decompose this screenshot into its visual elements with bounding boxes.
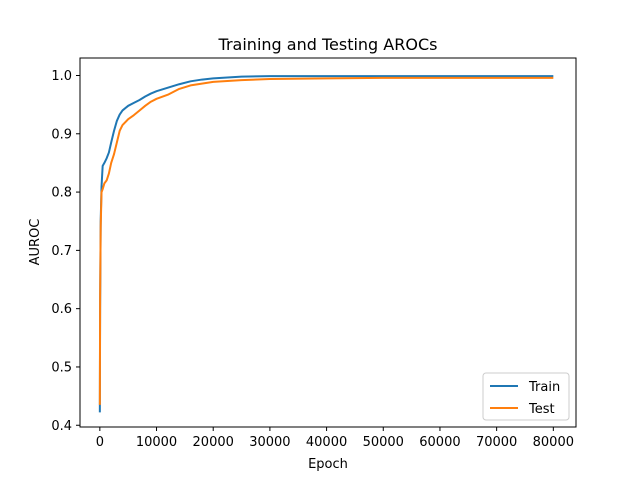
y-tick-label: 0.7: [51, 244, 72, 259]
chart-title: Training and Testing AROCs: [218, 35, 438, 54]
legend-label-train: Train: [528, 380, 560, 395]
x-axis-ticks: 0 10000 20000 30000 40000 50000 60000 70000 8000…: [96, 427, 574, 450]
y-axis-ticks: 0.4 0.5 0.6 0.7 0.8 0.9 1.0: [51, 69, 80, 434]
series-line-test: [98, 76, 554, 405]
y-tick-label: 0.6: [51, 302, 72, 317]
x-tick-label: 20000: [193, 435, 234, 450]
y-tick-label: 1.0: [51, 69, 72, 84]
y-tick-label: 0.4: [51, 419, 72, 434]
y-tick-label: 0.9: [51, 127, 72, 142]
legend-label-test: Test: [528, 402, 555, 417]
x-tick-label: 70000: [476, 435, 517, 450]
chart-legend: Train Test: [482, 372, 570, 421]
x-tick-label: 30000: [249, 435, 290, 450]
plot-area-frame: [79, 57, 577, 428]
y-tick-label: 0.8: [51, 186, 72, 201]
x-tick-label: 0: [96, 435, 104, 450]
series-line-train: [98, 75, 554, 413]
x-axis-label: Epoch: [308, 457, 348, 472]
series-layer: [98, 75, 554, 413]
x-tick-label: 50000: [363, 435, 404, 450]
y-tick-label: 0.5: [51, 360, 72, 375]
x-tick-label: 60000: [419, 435, 460, 450]
y-axis-label: AUROC: [28, 219, 43, 266]
x-tick-label: 10000: [136, 435, 177, 450]
x-tick-label: 80000: [533, 435, 574, 450]
x-tick-label: 40000: [306, 435, 347, 450]
